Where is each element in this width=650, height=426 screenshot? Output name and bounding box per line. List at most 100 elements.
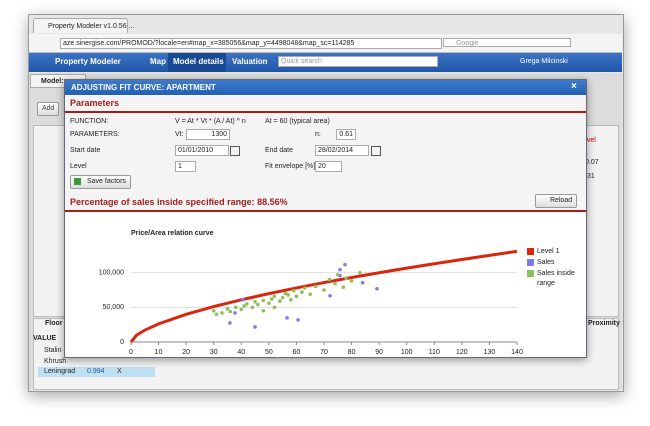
point: [341, 285, 346, 290]
end-input[interactable]: 28/02/2014: [315, 145, 369, 156]
nav-active: [168, 53, 226, 72]
section-bar: [65, 96, 586, 113]
point: [269, 297, 274, 301]
point: [338, 267, 342, 272]
point: [283, 291, 288, 296]
formula-note: At = 60 (typical area): [265, 118, 330, 125]
y-tick-label: 50,000: [103, 304, 125, 311]
point: [256, 302, 260, 307]
legend-label: Sales: [537, 259, 555, 266]
nav-item[interactable]: Map: [150, 57, 166, 66]
y-tick-label: 100,000: [99, 270, 124, 277]
x-tick-label: 20: [182, 349, 190, 356]
browser-tab[interactable]: Property Modeler v1.0.56 ...: [33, 18, 134, 33]
point: [278, 299, 282, 303]
bg-cell: 0.07: [585, 159, 599, 166]
point: [360, 280, 365, 285]
user-name[interactable]: Grega Milcinski: [520, 58, 568, 65]
app-title: Property Modeler: [55, 57, 121, 66]
section-title: Parameters: [70, 98, 120, 108]
bg-cell: Leningrad: [44, 368, 76, 375]
point: [302, 286, 307, 290]
point: [308, 292, 313, 296]
point: [261, 298, 266, 303]
label: Start date: [70, 147, 101, 154]
add-button[interactable]: Add: [37, 102, 60, 116]
point: [327, 277, 332, 282]
point: [233, 311, 237, 315]
modal-title: ADJUSTING FIT CURVE: APARTMENT: [71, 83, 216, 92]
point: [344, 276, 348, 281]
point: [333, 281, 337, 286]
bg-column: VALUE: [33, 335, 57, 342]
point: [233, 305, 238, 310]
legend-swatch: [527, 270, 534, 277]
close-button[interactable]: ×: [571, 81, 577, 92]
point: [335, 272, 340, 277]
x-tick-label: 90: [375, 349, 383, 356]
point: [253, 325, 257, 329]
bg-header: Floor n: [45, 320, 69, 327]
label: End date: [265, 147, 294, 154]
result-bar: [65, 195, 586, 212]
quick-search[interactable]: Quick search: [278, 56, 438, 67]
nav-item[interactable]: Valuation: [232, 57, 268, 66]
calendar-icon[interactable]: [371, 146, 381, 156]
x-tick-label: 140: [511, 349, 523, 356]
save-button[interactable]: Save factors: [70, 175, 131, 189]
point: [294, 294, 299, 299]
legend-swatch: [527, 259, 534, 266]
legend-label: Sales inside range: [537, 270, 575, 287]
label: n:: [315, 131, 321, 138]
x-tick-label: 80: [348, 349, 356, 356]
x-tick-label: 40: [237, 349, 245, 356]
point: [285, 316, 289, 320]
bg-cell: 31: [587, 173, 595, 180]
label: PARAMETERS:: [70, 131, 120, 138]
point: [291, 288, 296, 293]
point: [241, 297, 245, 302]
point: [220, 311, 224, 315]
search-box[interactable]: Google: [443, 38, 571, 47]
point: [250, 305, 255, 310]
x-tick-label: 50: [265, 349, 273, 356]
label: Vt:: [175, 131, 184, 138]
bg-selected: [38, 367, 155, 377]
x-tick-label: 0: [129, 349, 133, 356]
point: [272, 305, 277, 310]
x-tick-label: 100: [401, 349, 413, 356]
formula: V = At * Vt * (A / At) ^ n: [175, 118, 246, 125]
point: [253, 299, 257, 304]
nav-item[interactable]: Model details: [173, 57, 224, 66]
point: [375, 286, 379, 291]
bg-row: Stalin: [44, 347, 62, 354]
bg-cell: X: [117, 368, 122, 375]
point: [272, 294, 277, 299]
vt-input[interactable]: 1300: [186, 129, 230, 140]
n-input[interactable]: 0.61: [336, 129, 356, 140]
calendar-icon[interactable]: [230, 146, 240, 156]
point: [358, 270, 362, 275]
reload-button[interactable]: Reload: [535, 194, 578, 208]
point: [211, 309, 216, 313]
point: [214, 312, 219, 317]
x-tick-label: 70: [320, 349, 328, 356]
point: [343, 262, 347, 267]
bg-header: evel: [583, 137, 596, 144]
y-tick-label: 0: [120, 339, 124, 346]
point: [242, 304, 246, 308]
start-input[interactable]: 01/01/2010: [175, 145, 229, 156]
fit-curve: [129, 249, 518, 343]
envelope-input[interactable]: 20: [315, 161, 342, 172]
label: Level: [70, 163, 87, 170]
level-select[interactable]: 1: [175, 161, 196, 172]
bg-cell: 0.994: [87, 368, 105, 375]
url-bar[interactable]: aze.sinergise.com/PROMOD/?locale=en#map_…: [60, 38, 442, 49]
legend-swatch: [527, 248, 534, 255]
legend-label: Level 1: [537, 248, 560, 255]
label: FUNCTION:: [70, 118, 109, 125]
point: [349, 279, 354, 283]
result-text: Percentage of sales inside specified ran…: [70, 197, 288, 207]
chart-title: Price/Area relation curve: [131, 230, 214, 237]
